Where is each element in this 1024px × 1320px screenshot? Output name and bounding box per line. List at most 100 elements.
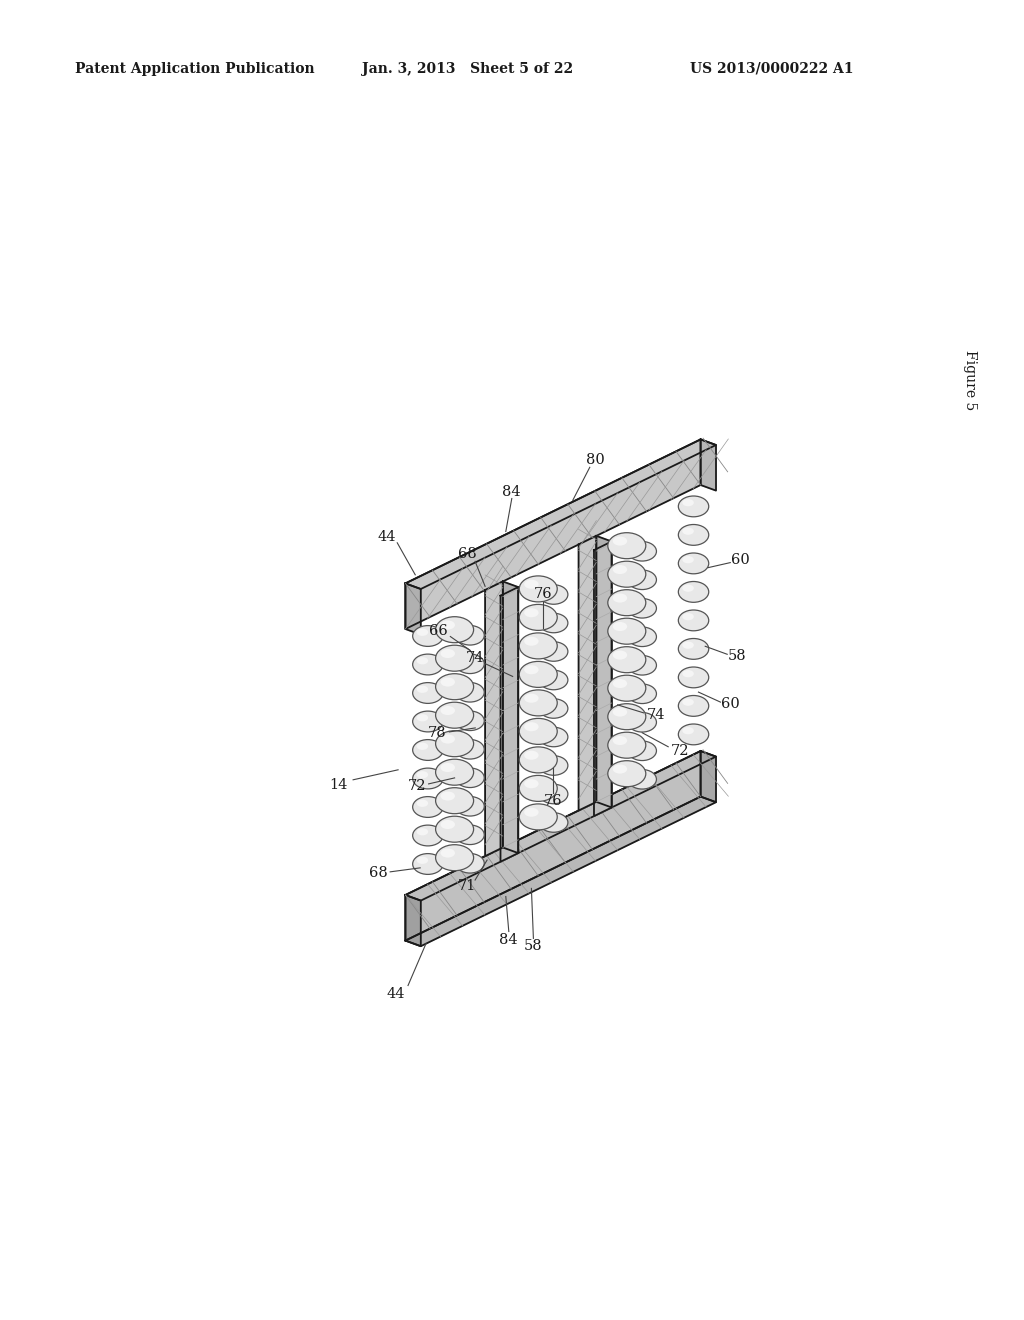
Polygon shape xyxy=(406,751,716,900)
Ellipse shape xyxy=(612,651,627,660)
Ellipse shape xyxy=(682,642,694,649)
Ellipse shape xyxy=(608,533,646,558)
Ellipse shape xyxy=(543,787,554,793)
Ellipse shape xyxy=(632,602,642,609)
Ellipse shape xyxy=(440,677,455,686)
Text: 84: 84 xyxy=(500,932,518,946)
Ellipse shape xyxy=(456,796,484,816)
Text: 76: 76 xyxy=(534,587,552,602)
Ellipse shape xyxy=(543,587,554,594)
Ellipse shape xyxy=(524,694,539,702)
Ellipse shape xyxy=(540,756,568,775)
Text: Jan. 3, 2013   Sheet 5 of 22: Jan. 3, 2013 Sheet 5 of 22 xyxy=(362,62,573,77)
Ellipse shape xyxy=(460,628,470,635)
Text: 14: 14 xyxy=(329,777,347,792)
Polygon shape xyxy=(594,541,611,816)
Ellipse shape xyxy=(417,714,428,722)
Ellipse shape xyxy=(524,609,539,618)
Polygon shape xyxy=(503,582,518,853)
Polygon shape xyxy=(501,587,518,862)
Text: 60: 60 xyxy=(731,553,750,566)
Ellipse shape xyxy=(678,553,709,574)
Text: 66: 66 xyxy=(429,623,447,638)
Text: 60: 60 xyxy=(721,697,739,711)
Text: 72: 72 xyxy=(671,743,689,758)
Ellipse shape xyxy=(417,657,428,664)
Ellipse shape xyxy=(456,653,484,673)
Ellipse shape xyxy=(413,655,443,675)
Ellipse shape xyxy=(543,616,554,623)
Ellipse shape xyxy=(543,701,554,709)
Ellipse shape xyxy=(608,733,646,758)
Ellipse shape xyxy=(440,734,455,743)
Ellipse shape xyxy=(417,771,428,779)
Text: Patent Application Publication: Patent Application Publication xyxy=(75,62,314,77)
Ellipse shape xyxy=(628,627,656,647)
Ellipse shape xyxy=(608,647,646,673)
Ellipse shape xyxy=(543,673,554,680)
Ellipse shape xyxy=(524,722,539,731)
Ellipse shape xyxy=(608,704,646,730)
Ellipse shape xyxy=(608,561,646,587)
Ellipse shape xyxy=(632,686,642,694)
Ellipse shape xyxy=(628,770,656,789)
Ellipse shape xyxy=(608,590,646,615)
Ellipse shape xyxy=(612,678,627,688)
Ellipse shape xyxy=(632,630,642,636)
Ellipse shape xyxy=(682,556,694,564)
Ellipse shape xyxy=(540,784,568,804)
Ellipse shape xyxy=(519,718,557,744)
Ellipse shape xyxy=(540,614,568,632)
Ellipse shape xyxy=(417,743,428,750)
Ellipse shape xyxy=(678,582,709,602)
Polygon shape xyxy=(406,440,716,589)
Ellipse shape xyxy=(678,667,709,688)
Text: 58: 58 xyxy=(524,940,543,953)
Polygon shape xyxy=(700,440,716,491)
Polygon shape xyxy=(406,751,700,941)
Ellipse shape xyxy=(678,723,709,744)
Ellipse shape xyxy=(543,759,554,766)
Ellipse shape xyxy=(435,845,473,871)
Ellipse shape xyxy=(612,737,627,744)
Text: 72: 72 xyxy=(408,779,426,793)
Ellipse shape xyxy=(440,820,455,829)
Ellipse shape xyxy=(540,642,568,661)
Ellipse shape xyxy=(435,816,473,842)
Ellipse shape xyxy=(440,706,455,715)
Ellipse shape xyxy=(440,620,455,630)
Ellipse shape xyxy=(524,751,539,760)
Ellipse shape xyxy=(608,676,646,701)
Text: 58: 58 xyxy=(728,649,746,663)
Ellipse shape xyxy=(519,661,557,688)
Ellipse shape xyxy=(417,800,428,807)
Polygon shape xyxy=(485,582,503,857)
Ellipse shape xyxy=(413,739,443,760)
Ellipse shape xyxy=(543,816,554,822)
Ellipse shape xyxy=(678,696,709,717)
Ellipse shape xyxy=(460,800,470,807)
Ellipse shape xyxy=(682,612,694,620)
Ellipse shape xyxy=(678,610,709,631)
Ellipse shape xyxy=(524,779,539,788)
Ellipse shape xyxy=(413,711,443,731)
Ellipse shape xyxy=(519,804,557,830)
Ellipse shape xyxy=(524,636,539,645)
Ellipse shape xyxy=(612,594,627,602)
Text: 44: 44 xyxy=(387,986,406,1001)
Ellipse shape xyxy=(612,708,627,717)
Ellipse shape xyxy=(540,585,568,605)
Ellipse shape xyxy=(519,747,557,774)
Ellipse shape xyxy=(519,605,557,631)
Ellipse shape xyxy=(440,849,455,858)
Ellipse shape xyxy=(540,727,568,747)
Ellipse shape xyxy=(524,579,539,589)
Ellipse shape xyxy=(628,570,656,590)
Ellipse shape xyxy=(413,768,443,789)
Ellipse shape xyxy=(440,792,455,800)
Ellipse shape xyxy=(608,760,646,787)
Polygon shape xyxy=(406,440,700,630)
Ellipse shape xyxy=(519,632,557,659)
Ellipse shape xyxy=(632,744,642,751)
Text: 74: 74 xyxy=(465,652,484,665)
